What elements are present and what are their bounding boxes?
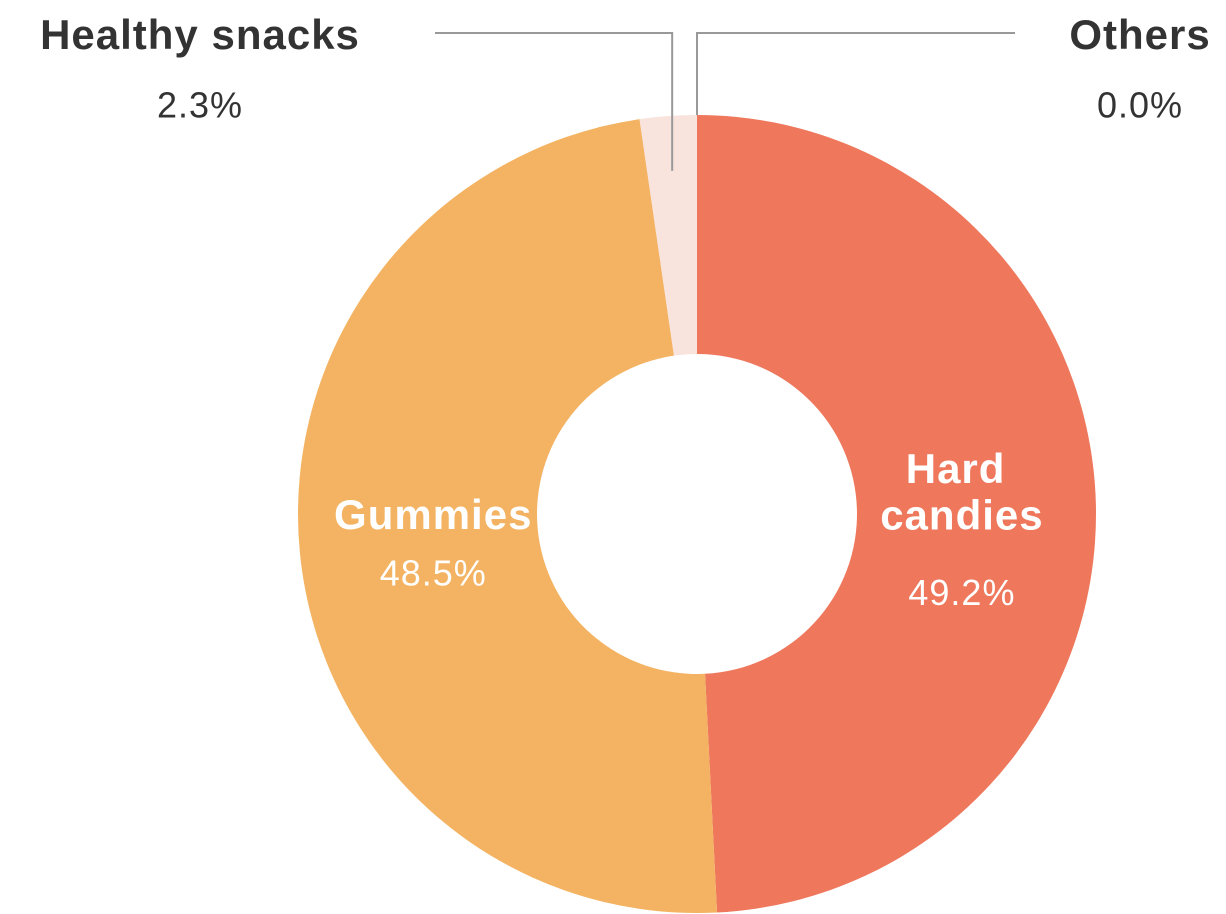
- slice: [639, 115, 697, 356]
- leader-line: [435, 32, 674, 171]
- outside-label: Others: [1069, 11, 1210, 58]
- slice-value: 48.5%: [380, 552, 487, 593]
- slice: [697, 115, 1096, 913]
- slice-label: Gummies: [334, 491, 532, 538]
- leader-line: [696, 32, 1015, 115]
- outside-label: Healthy snacks: [40, 11, 360, 58]
- outside-value: 0.0%: [1097, 85, 1183, 126]
- slice-label: Hard candies: [880, 445, 1043, 538]
- slice: [298, 119, 718, 914]
- slice-value: 49.2%: [908, 572, 1015, 613]
- outside-value: 2.3%: [157, 85, 243, 126]
